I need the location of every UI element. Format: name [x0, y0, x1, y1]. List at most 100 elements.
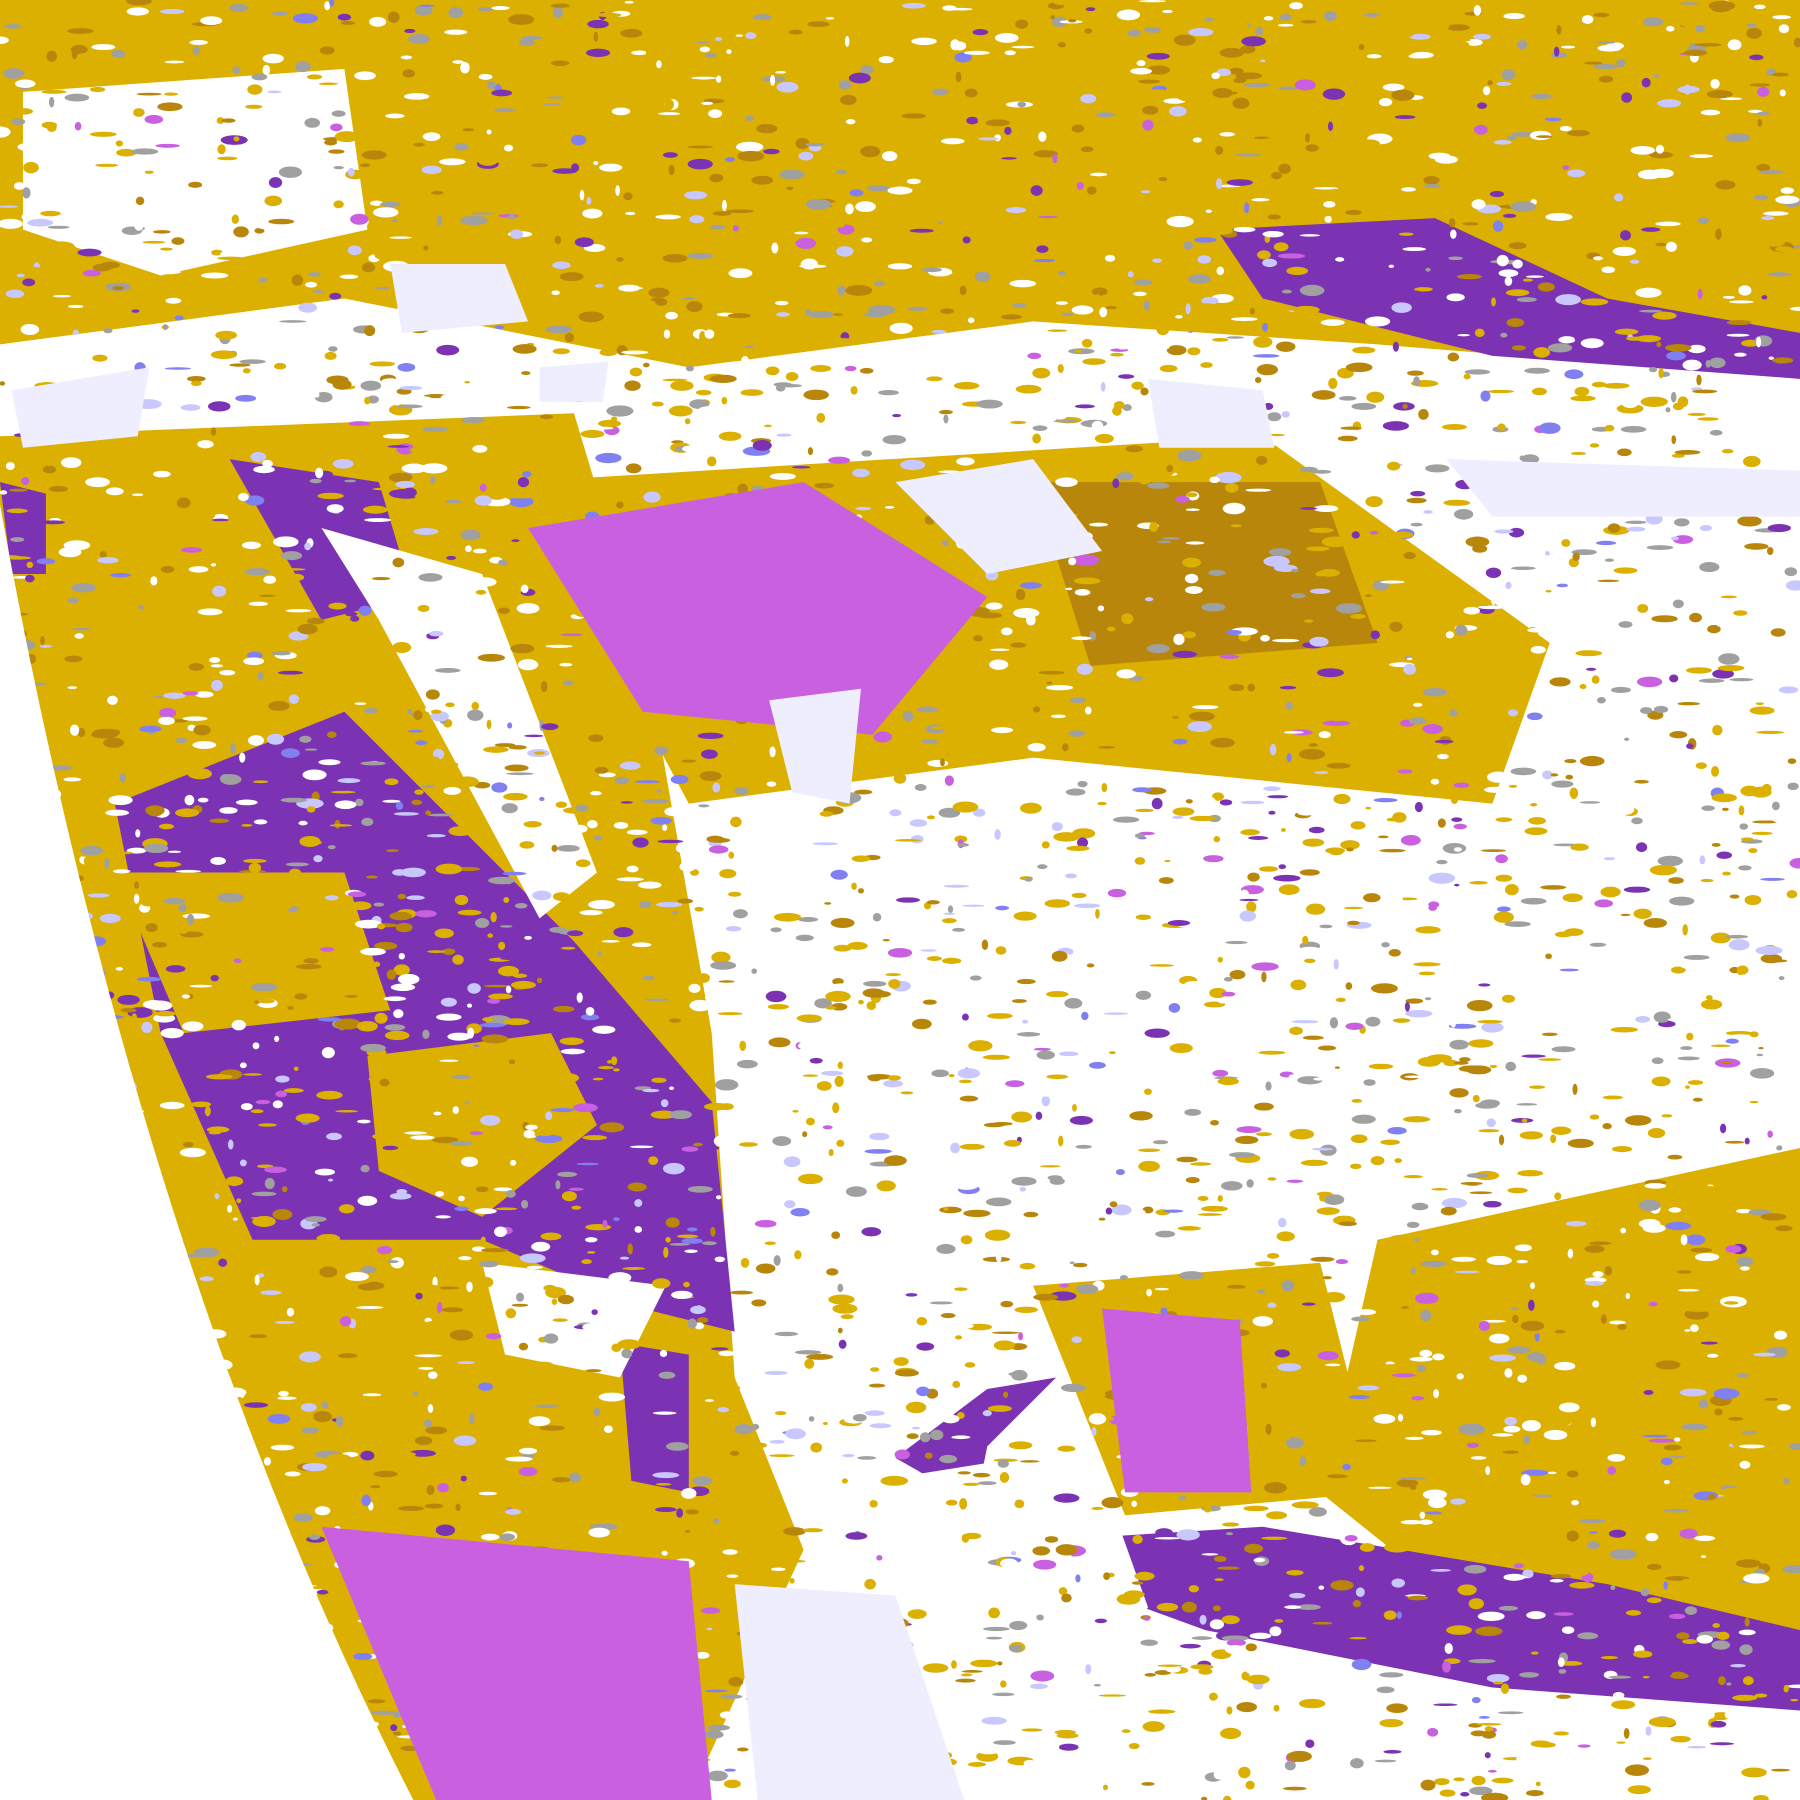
speckle: [235, 394, 257, 402]
speckle: [1226, 931, 1233, 938]
speckle: [125, 0, 152, 6]
speckle: [919, 539, 940, 545]
speckle: [541, 723, 559, 731]
speckle: [498, 607, 510, 614]
speckle: [478, 155, 498, 166]
speckle: [1298, 1698, 1326, 1709]
speckle: [965, 873, 973, 883]
speckle: [1554, 1499, 1566, 1502]
speckle: [1617, 206, 1634, 210]
speckle: [215, 494, 233, 504]
speckle: [84, 1386, 90, 1396]
speckle: [133, 108, 145, 117]
speckle: [774, 192, 782, 199]
speckle: [973, 808, 986, 817]
speckle: [1597, 1440, 1612, 1446]
speckle: [443, 787, 462, 795]
speckle: [1529, 1085, 1546, 1089]
speckle: [281, 551, 303, 561]
speckle: [11, 1470, 32, 1476]
speckle: [413, 710, 423, 721]
speckle: [241, 824, 253, 827]
speckle: [1610, 686, 1631, 694]
speckle: [564, 39, 580, 51]
speckle: [1679, 1528, 1698, 1539]
speckle: [737, 483, 749, 495]
speckle: [324, 351, 337, 360]
speckle: [1537, 1390, 1556, 1393]
speckle: [752, 1442, 767, 1448]
speckle: [1508, 527, 1525, 538]
speckle: [210, 427, 217, 436]
speckle: [1253, 1557, 1266, 1563]
speckle: [248, 862, 262, 873]
speckle: [1665, 1221, 1692, 1231]
speckle: [482, 1017, 494, 1022]
speckle: [863, 980, 887, 987]
speckle: [1466, 110, 1480, 115]
speckle: [869, 1500, 878, 1508]
speckle: [1642, 1757, 1652, 1760]
speckle: [1299, 234, 1320, 237]
speckle: [701, 101, 713, 105]
speckle: [1507, 1346, 1531, 1354]
speckle: [995, 1251, 1002, 1263]
speckle: [1712, 1623, 1720, 1628]
speckle: [299, 735, 312, 743]
speckle: [178, 923, 189, 934]
speckle: [550, 1108, 575, 1113]
speckle: [1172, 1700, 1197, 1711]
speckle: [1468, 1658, 1496, 1664]
speckle: [1570, 395, 1596, 402]
speckle: [1457, 1584, 1477, 1596]
speckle: [1485, 567, 1502, 578]
speckle: [0, 1079, 18, 1086]
speckle: [1072, 1262, 1088, 1268]
speckle: [320, 14, 335, 23]
speckle: [239, 752, 246, 763]
speckle: [1144, 1088, 1152, 1095]
speckle: [0, 1133, 18, 1140]
speckle: [586, 820, 598, 829]
speckle: [969, 975, 982, 981]
speckle: [1290, 979, 1307, 991]
speckle: [896, 1594, 913, 1602]
speckle: [1650, 1782, 1658, 1793]
speckle: [1047, 329, 1068, 332]
speckle: [1077, 240, 1102, 244]
speckle: [114, 1661, 125, 1671]
speckle: [318, 82, 338, 86]
speckle: [188, 1556, 193, 1561]
speckle: [1189, 815, 1217, 822]
speckle: [115, 140, 124, 147]
speckle: [687, 1185, 713, 1193]
speckle: [1071, 892, 1087, 899]
speckle: [386, 849, 399, 853]
speckle: [766, 781, 777, 787]
speckle: [1086, 963, 1095, 968]
speckle: [1640, 396, 1668, 407]
speckle: [1603, 382, 1630, 389]
speckle: [754, 1219, 777, 1228]
speckle: [1224, 483, 1239, 493]
speckle: [428, 630, 444, 637]
speckle: [382, 799, 401, 803]
speckle: [1656, 341, 1662, 348]
speckle: [1365, 496, 1383, 508]
speckle: [1049, 1436, 1074, 1443]
speckle: [407, 511, 419, 517]
speckle: [702, 1241, 717, 1246]
speckle: [472, 444, 488, 453]
speckle: [209, 818, 230, 824]
speckle: [1392, 1018, 1411, 1023]
speckle: [30, 1448, 57, 1456]
speckle: [1413, 702, 1423, 707]
speckle: [71, 0, 90, 3]
speckle: [1533, 347, 1551, 358]
speckle: [1286, 266, 1309, 276]
speckle: [1737, 969, 1744, 975]
speckle: [1705, 995, 1713, 1000]
speckle: [128, 1749, 141, 1757]
speckle: [882, 434, 907, 445]
speckle: [373, 902, 385, 907]
